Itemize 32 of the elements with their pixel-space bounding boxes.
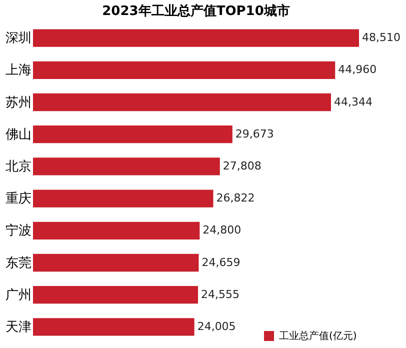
y-tick-label: 天津 — [6, 320, 32, 335]
y-tick-label: 东莞 — [6, 256, 32, 271]
bar — [33, 318, 194, 336]
bar — [33, 286, 198, 304]
data-label: 24,555 — [201, 288, 240, 301]
bar — [33, 126, 232, 144]
data-label: 26,822 — [216, 192, 255, 205]
y-tick-label: 重庆 — [6, 192, 32, 207]
y-tick-label: 宁波 — [6, 222, 32, 239]
bar — [33, 29, 359, 47]
y-tick-label: 上海 — [6, 63, 32, 78]
bar — [33, 93, 332, 112]
bar — [33, 222, 200, 240]
bar — [33, 61, 336, 79]
y-tick-label: 深圳 — [6, 31, 32, 46]
data-label: 27,808 — [222, 159, 262, 172]
bar — [33, 158, 220, 176]
y-tick-label: 北京 — [6, 159, 32, 174]
y-tick-label: 广州 — [6, 288, 32, 303]
data-label: 24,659 — [202, 256, 240, 269]
y-tick-label: 苏州 — [6, 95, 32, 110]
data-label: 48,510 — [362, 31, 400, 44]
bar — [33, 190, 214, 208]
chart-title: 2023年工业总产值TOP10城市 — [102, 3, 290, 19]
legend-label: 工业总产值(亿元) — [279, 330, 357, 342]
data-label: 24,005 — [197, 320, 236, 333]
data-label: 44,344 — [334, 95, 373, 108]
y-tick-label: 佛山 — [6, 127, 32, 142]
bar — [33, 254, 199, 272]
data-label: 24,800 — [202, 224, 242, 237]
data-label: 44,960 — [338, 63, 377, 76]
data-label: 29,673 — [235, 127, 274, 140]
